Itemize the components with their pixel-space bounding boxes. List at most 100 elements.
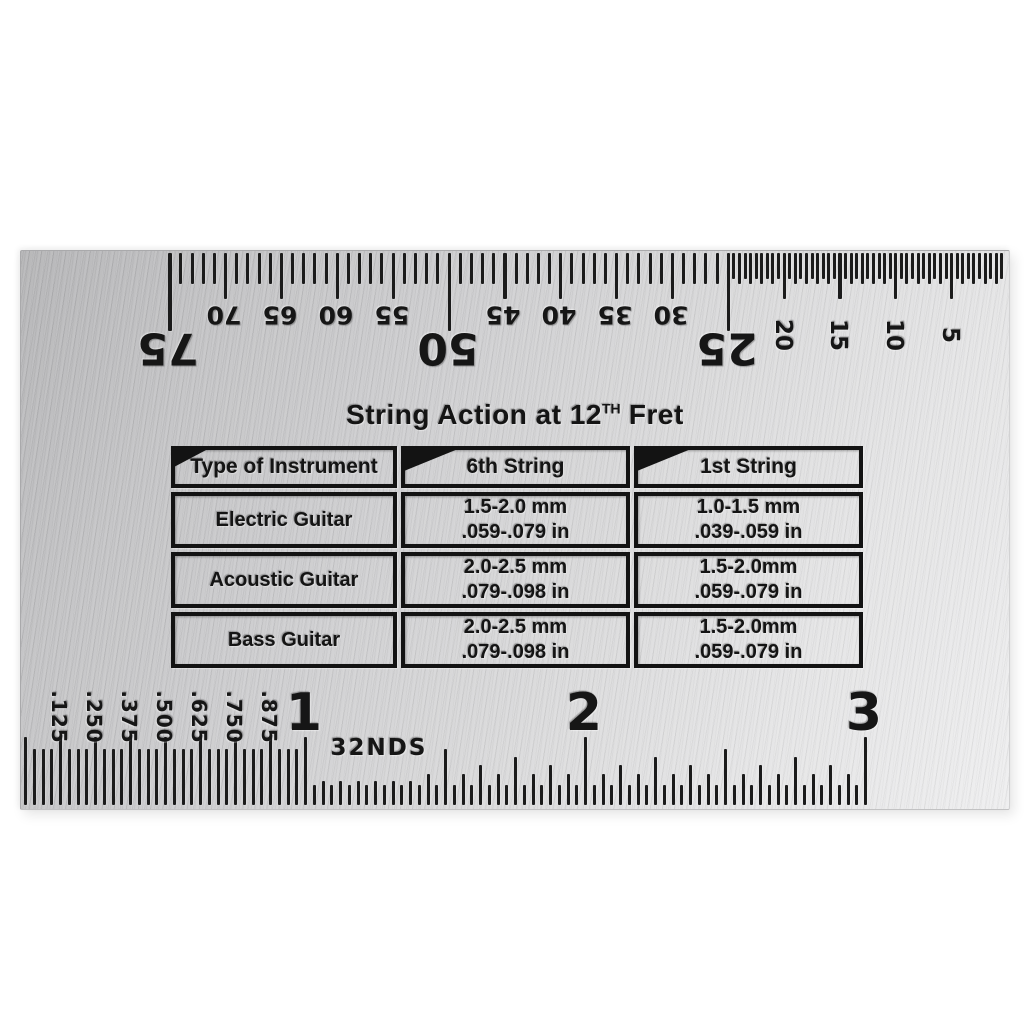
tick-mark [592,785,596,805]
tick-mark [911,253,915,279]
tick-mark [832,253,836,279]
tick-mark [181,749,185,805]
header-label: 1st String [700,455,797,478]
tick-mark [816,253,820,284]
tick-mark [492,253,496,284]
tick-mark [279,253,284,299]
table-row-acoustic-guitar: Acoustic Guitar 2.0-2.5 mm .079-.098 in … [171,552,863,608]
tick-mark [435,785,439,805]
fraction-label-.500: .500 [152,690,176,744]
tick-mark [339,781,343,805]
tick-mark [704,253,708,284]
mm-label-65: 65 [262,300,298,330]
tick-mark [983,253,987,284]
mm-label-55: 55 [374,300,410,330]
string1-cell: 1.5-2.0mm .059-.079 in [634,552,863,608]
instrument-cell: Acoustic Guitar [171,552,397,608]
table-row-electric-guitar: Electric Guitar 1.5-2.0 mm .059-.079 in … [171,492,863,548]
tick-mark [479,765,483,805]
tick-mark [59,737,63,805]
tick-mark [549,765,553,805]
header-label: Type of Instrument [190,455,378,478]
tick-mark [864,737,868,805]
tick-mark [199,737,203,805]
tick-mark [246,253,250,284]
tick-mark [402,253,406,284]
tick-mark [269,737,273,805]
tick-mark [899,253,903,279]
tick-mark [883,253,887,284]
tick-mark [888,253,892,279]
tick-mark [994,253,998,284]
tick-mark [417,785,421,805]
header-label: 6th String [466,455,565,478]
tick-mark [85,749,89,805]
tick-mark [347,785,351,805]
tick-mark [771,253,775,284]
tick-mark [978,253,982,279]
gauge-title: String Action at 12TH Fret [21,399,1009,431]
title-text: String Action at 12 [346,399,602,430]
tick-mark [168,253,172,331]
tick-mark [955,253,959,279]
tick-mark [777,253,780,279]
tick-mark [794,757,798,805]
tick-mark [522,785,526,805]
tick-mark [452,785,456,805]
tick-mark [24,737,28,805]
tick-mark [212,253,216,284]
tick-mark [409,781,413,805]
tick-mark [715,785,719,805]
tick-mark [743,253,747,279]
tick-mark [137,749,141,805]
tick-mark [251,749,255,805]
tick-mark [190,253,194,284]
tick-mark [67,749,71,805]
tick-mark [242,749,246,805]
tick-mark [750,785,754,805]
tick-mark [304,737,308,805]
tick-mark [302,253,306,284]
mm-label-70: 70 [206,300,242,330]
tick-mark [120,749,124,805]
tick-mark [726,253,731,331]
fraction-label-.750: .750 [222,690,246,744]
tick-mark [776,774,780,805]
tick-mark [277,749,281,805]
tick-mark [754,253,758,279]
tick-mark [749,253,753,284]
tick-mark [785,785,789,805]
tick-mark [693,253,697,284]
tick-mark [662,785,666,805]
tick-mark [645,785,649,805]
scale-name-32nds: 32NDS [330,735,428,761]
tick-mark [927,253,931,284]
tick-mark [559,253,563,299]
value-mm: 1.5-2.0mm [699,556,798,578]
mm-label-30: 30 [653,300,689,330]
tick-mark [838,253,842,299]
tick-mark [365,785,369,805]
tick-mark [201,253,205,284]
tick-mark [793,253,797,284]
tick-mark [382,785,386,805]
tick-mark [286,749,290,805]
fraction-label-.375: .375 [117,690,141,744]
value-mm: 2.0-2.5 mm [463,616,568,638]
mm-label-45: 45 [485,300,521,330]
tick-mark [257,253,261,284]
tick-mark [601,774,605,805]
value-in: .059-.079 in [694,641,803,663]
value-mm: 1.0-1.5 mm [696,496,801,518]
mm-label-25: 25 [696,322,758,374]
tick-mark [179,253,183,284]
tick-mark [216,749,220,805]
tick-mark [426,774,430,805]
mm-label-10: 10 [881,318,908,352]
tick-mark [844,253,848,279]
tick-mark [811,774,815,805]
tick-mark [802,785,806,805]
tick-mark [905,253,909,284]
tick-mark [866,253,870,279]
instrument-cell: Electric Guitar [171,492,397,548]
